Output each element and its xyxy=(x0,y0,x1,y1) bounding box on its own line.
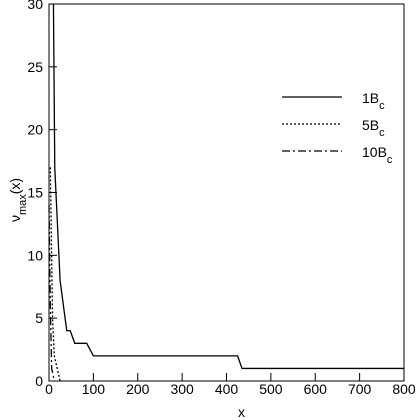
x-tick-label: 800 xyxy=(392,381,416,397)
x-tick-label: 700 xyxy=(348,381,372,397)
y-tick-label: 10 xyxy=(27,247,43,263)
plot-frame xyxy=(48,3,405,382)
legend-label: 1Bc xyxy=(362,90,385,112)
x-tick-label: 100 xyxy=(82,381,106,397)
series-line xyxy=(49,167,61,382)
y-tick-label: 5 xyxy=(35,310,43,326)
series-line xyxy=(48,205,55,382)
y-tick-label: 15 xyxy=(27,185,43,201)
legend-label: 5Bc xyxy=(362,117,385,139)
x-tick-label: 400 xyxy=(215,381,239,397)
x-tick-label: 500 xyxy=(259,381,283,397)
x-tick-label: 600 xyxy=(304,381,328,397)
x-tick-label: 0 xyxy=(45,381,53,397)
x-tick-label: 300 xyxy=(170,381,194,397)
y-tick-label: 20 xyxy=(27,122,43,138)
series-line xyxy=(52,3,404,370)
y-tick-label: 0 xyxy=(35,373,43,389)
y-tick-label: 25 xyxy=(27,59,43,75)
y-axis-label: νmax(x) xyxy=(7,178,29,222)
y-tick-label: 30 xyxy=(27,0,43,12)
legend-label: 10Bc xyxy=(362,144,393,166)
x-tick-label: 200 xyxy=(126,381,150,397)
x-axis-label: x xyxy=(238,404,245,420)
